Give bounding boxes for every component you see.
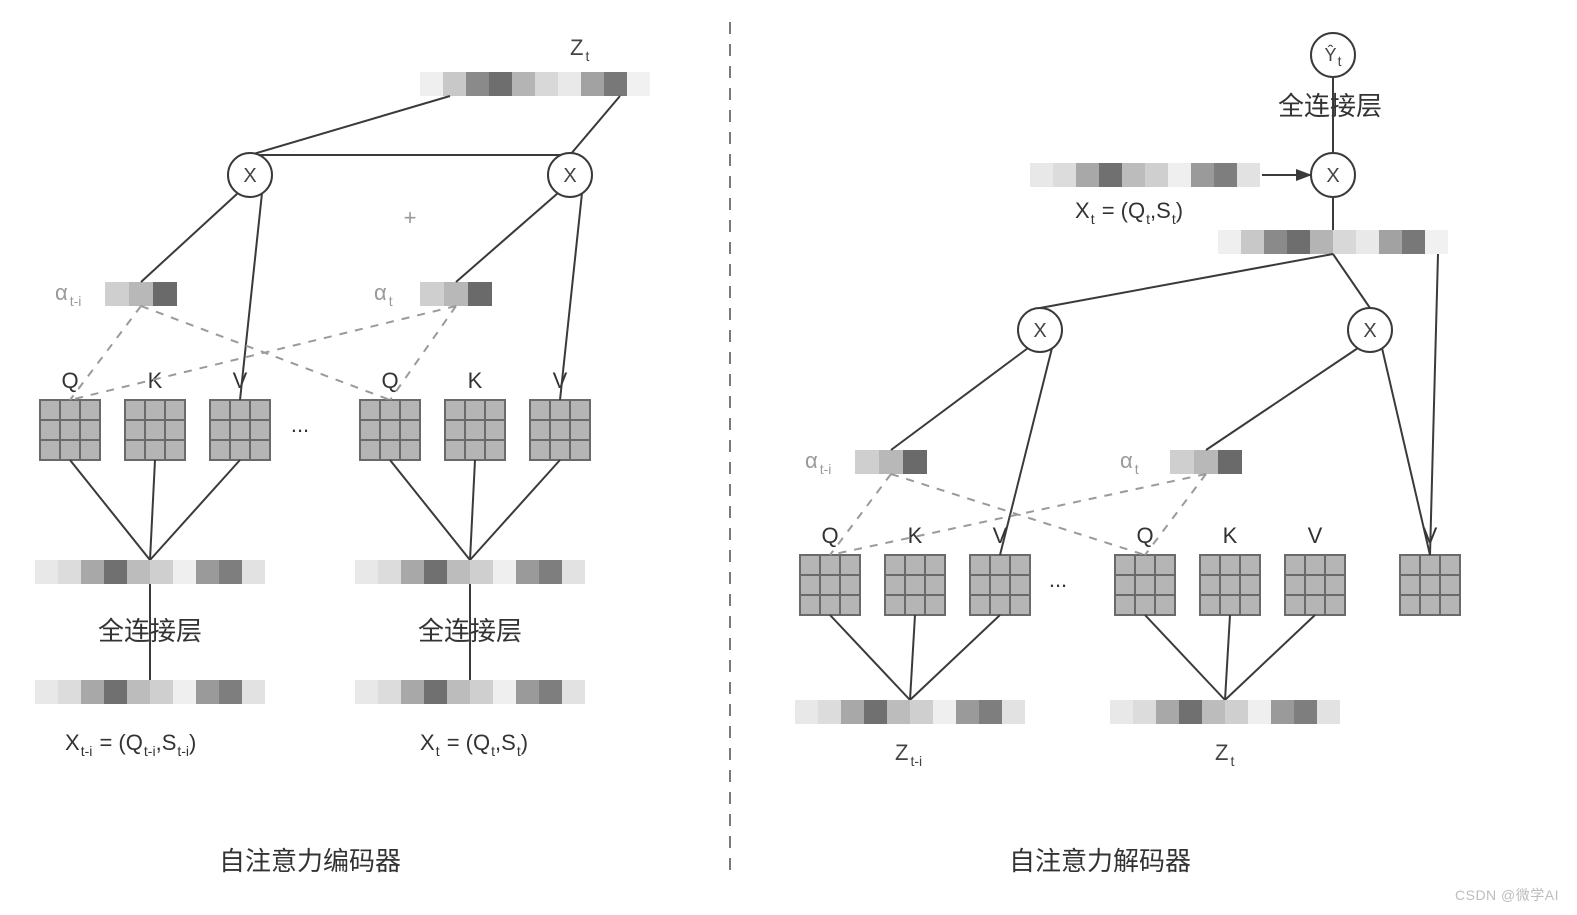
decoder-qkv-grid-1-1 xyxy=(1200,555,1260,615)
decoder-mid-vec-0 xyxy=(795,700,1025,724)
decoder-qkv-label-1-1: K xyxy=(1223,523,1238,548)
encoder-mul-node-1: X xyxy=(548,153,592,197)
svg-text:X: X xyxy=(563,165,576,187)
encoder-qkv-label-0-0: Q xyxy=(61,368,78,393)
enc-edge xyxy=(240,193,262,400)
decoder-side-eq: Xt = (Qt,St) xyxy=(1075,198,1183,227)
enc-edge xyxy=(570,96,620,155)
encoder-bottom-vec-0 xyxy=(35,680,265,704)
svg-text:X: X xyxy=(243,165,256,187)
decoder-alpha-label-0: αt-i xyxy=(805,448,831,477)
encoder-qkv-grid-1-2 xyxy=(530,400,590,460)
decoder-qkv-label-1-0: Q xyxy=(1136,523,1153,548)
dec-dash xyxy=(830,474,891,555)
dec-edge xyxy=(1000,348,1052,555)
decoder-mul-top: X xyxy=(1311,153,1355,197)
decoder-qkv-grid-1-2 xyxy=(1285,555,1345,615)
dec-edge xyxy=(1382,348,1430,555)
encoder-qkv-grid-0-0 xyxy=(40,400,100,460)
decoder-qkv-grid-0-0 xyxy=(800,555,860,615)
encoder-fc-label-0: 全连接层 xyxy=(98,616,202,646)
enc-dash xyxy=(70,306,141,400)
encoder-qkv-label-1-1: K xyxy=(468,368,483,393)
decoder-z-label-1: Zt xyxy=(1215,740,1234,769)
dec-edge xyxy=(1225,615,1315,700)
dec-edge xyxy=(891,348,1028,450)
encoder-z-vector xyxy=(420,72,650,96)
encoder-qkv-label-1-0: Q xyxy=(381,368,398,393)
encoder-dots: ... xyxy=(291,412,309,437)
decoder-dots: ... xyxy=(1049,567,1067,592)
svg-text:X: X xyxy=(1326,165,1339,187)
dec-edge xyxy=(1040,254,1333,308)
encoder-xeq-0: Xt-i = (Qt-i,St-i) xyxy=(65,730,196,759)
decoder-qkv-grid-0-2 xyxy=(970,555,1030,615)
dec-edge xyxy=(1430,254,1438,555)
encoder-alpha-label-1: αt xyxy=(374,280,393,309)
decoder-qkv-grid-2-0 xyxy=(1400,555,1460,615)
enc-dash xyxy=(390,306,456,400)
enc-edge xyxy=(141,193,238,282)
encoder-title: 自注意力编码器 xyxy=(219,846,401,876)
encoder-fc-label-1: 全连接层 xyxy=(418,616,522,646)
encoder-xeq-1: Xt = (Qt,St) xyxy=(420,730,528,759)
dec-edge xyxy=(1333,254,1370,308)
svg-text:X: X xyxy=(1363,320,1376,342)
encoder-mid-vec-1 xyxy=(355,560,585,584)
encoder-alpha-label-0: αt-i xyxy=(55,280,81,309)
enc-edge xyxy=(470,460,560,560)
dec-edge xyxy=(830,615,910,700)
encoder-mul-node-0: X xyxy=(228,153,272,197)
decoder-side-vec xyxy=(1030,163,1260,187)
encoder-qkv-grid-1-0 xyxy=(360,400,420,460)
watermark: CSDN @微学AI xyxy=(1455,885,1559,905)
decoder-alpha-vec-0 xyxy=(855,450,927,474)
encoder-plus: + xyxy=(404,205,417,230)
decoder-mul-node-1: X xyxy=(1348,308,1392,352)
decoder-mul-node-0: X xyxy=(1018,308,1062,352)
decoder-qkv-grid-1-0 xyxy=(1115,555,1175,615)
enc-edge xyxy=(150,460,240,560)
decoder-fc-top: 全连接层 xyxy=(1278,91,1382,121)
decoder-title: 自注意力解码器 xyxy=(1009,846,1191,876)
encoder-qkv-grid-0-2 xyxy=(210,400,270,460)
encoder-qkv-grid-0-1 xyxy=(125,400,185,460)
decoder-z-label-0: Zt-i xyxy=(895,740,922,769)
encoder-qkv-label-0-1: K xyxy=(148,368,163,393)
decoder-qkv-label-0-0: Q xyxy=(821,523,838,548)
decoder-qkv-label-1-2: V xyxy=(1308,523,1323,548)
enc-edge xyxy=(470,460,475,560)
encoder-z-label: Zt xyxy=(570,35,589,64)
encoder-bottom-vec-1 xyxy=(355,680,585,704)
enc-edge xyxy=(560,193,582,400)
decoder-qkv-grid-0-1 xyxy=(885,555,945,615)
dec-edge xyxy=(1145,615,1225,700)
enc-edge xyxy=(250,96,450,155)
decoder-alpha-vec-1 xyxy=(1170,450,1242,474)
dec-edge xyxy=(910,615,1000,700)
enc-edge xyxy=(150,460,155,560)
encoder-alpha-vec-1 xyxy=(420,282,492,306)
dec-edge xyxy=(1206,348,1358,450)
enc-edge xyxy=(70,460,150,560)
decoder-alpha-label-1: αt xyxy=(1120,448,1139,477)
svg-text:X: X xyxy=(1033,320,1046,342)
dec-edge xyxy=(910,615,915,700)
decoder-topvec2 xyxy=(1218,230,1448,254)
encoder-mid-vec-0 xyxy=(35,560,265,584)
enc-edge xyxy=(456,193,558,282)
encoder-qkv-grid-1-1 xyxy=(445,400,505,460)
enc-edge xyxy=(390,460,470,560)
encoder-alpha-vec-0 xyxy=(105,282,177,306)
decoder-mid-vec-1 xyxy=(1110,700,1340,724)
dec-edge xyxy=(1225,615,1230,700)
